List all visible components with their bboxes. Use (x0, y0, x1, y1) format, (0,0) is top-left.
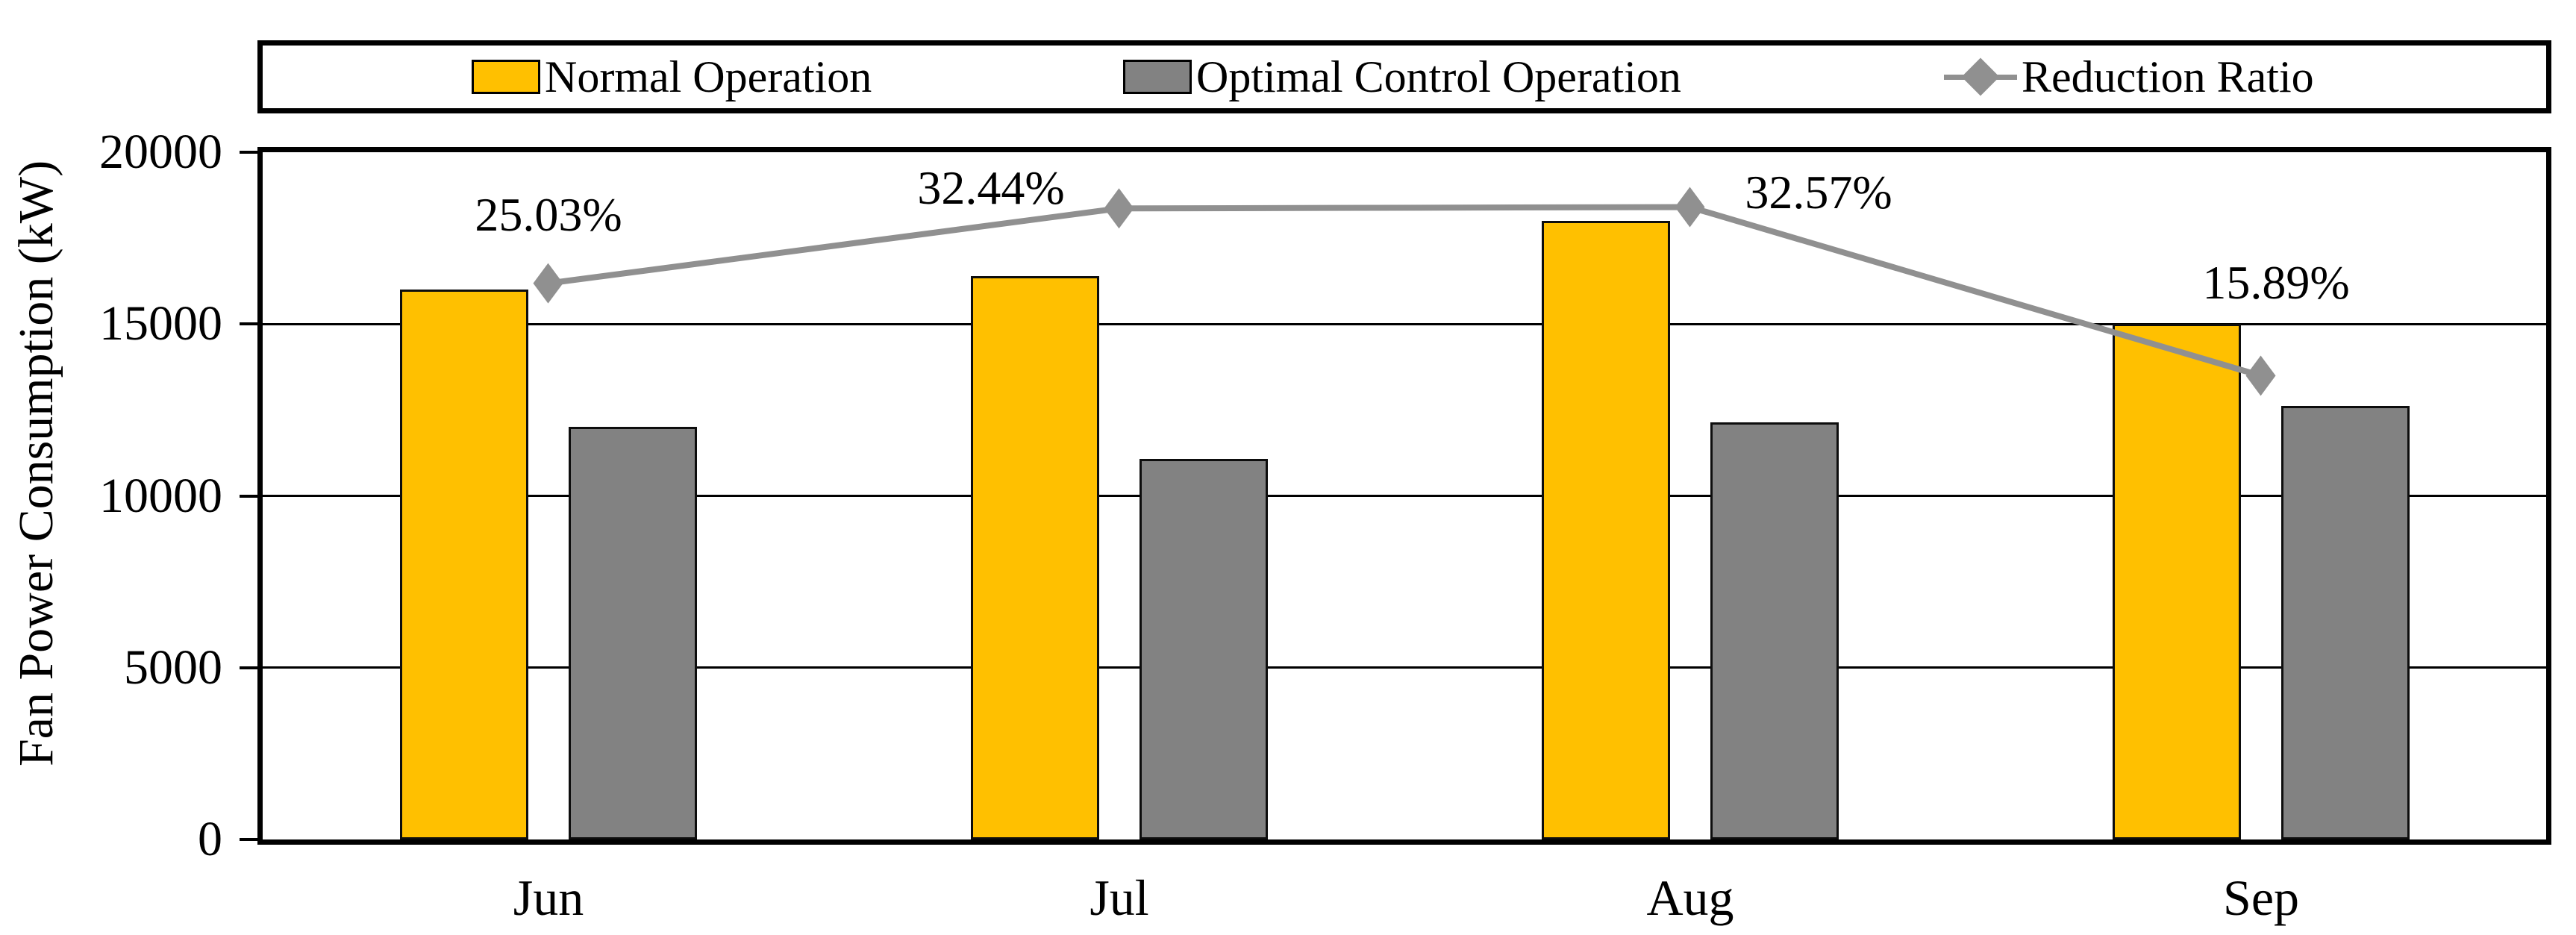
legend-diamond-icon (1961, 57, 2000, 96)
y-tick-label-20000: 20000 (99, 125, 222, 179)
legend-label: Normal Operation (545, 52, 872, 101)
bar-normal-jun (400, 290, 528, 839)
reduction-ratio-label-jun: 25.03% (475, 188, 622, 241)
y-tick-label-10000: 10000 (99, 469, 222, 523)
x-tick-label-jun: Jun (513, 869, 584, 926)
bar-optimal-sep (2281, 406, 2410, 839)
bar-normal-jul (971, 276, 1099, 839)
legend-swatch-optimal (1123, 60, 1192, 94)
reduction-ratio-label-jul: 32.44% (917, 161, 1065, 214)
y-tick-mark-0 (240, 838, 257, 841)
y-tick-label-0: 0 (198, 812, 222, 866)
x-tick-label-aug: Aug (1646, 869, 1734, 926)
x-tick-label-sep: Sep (2223, 869, 2299, 926)
x-tick-label-jul: Jul (1090, 869, 1149, 926)
plot-area-border (257, 147, 2551, 845)
y-tick-mark-5000 (240, 666, 257, 669)
legend: Normal Operation Optimal Control Operatio… (257, 40, 2551, 113)
legend-label: Optimal Control Operation (1196, 52, 1681, 101)
legend-label: Reduction Ratio (2022, 52, 2314, 101)
y-tick-mark-10000 (240, 495, 257, 498)
y-tick-label-15000: 15000 (99, 296, 222, 351)
bar-normal-sep (2113, 324, 2241, 839)
y-tick-mark-15000 (240, 322, 257, 325)
reduction-ratio-label-aug: 32.57% (1745, 166, 1892, 219)
legend-item-optimal-control-operation: Optimal Control Operation (1123, 46, 1681, 108)
gridline-10000 (263, 495, 2546, 497)
bar-optimal-jul (1139, 459, 1268, 839)
bar-optimal-aug (1710, 422, 1839, 839)
legend-line-marker-sample (1944, 57, 2017, 96)
legend-item-normal-operation: Normal Operation (472, 46, 872, 108)
legend-swatch-normal (472, 60, 540, 94)
legend-item-reduction-ratio: Reduction Ratio (1944, 46, 2314, 108)
reduction-ratio-label-sep: 15.89% (2202, 256, 2350, 309)
y-tick-label-5000: 5000 (124, 640, 222, 695)
bar-normal-aug (1542, 221, 1670, 839)
gridline-5000 (263, 666, 2546, 669)
bar-optimal-jun (569, 427, 697, 839)
y-tick-mark-20000 (240, 151, 257, 154)
